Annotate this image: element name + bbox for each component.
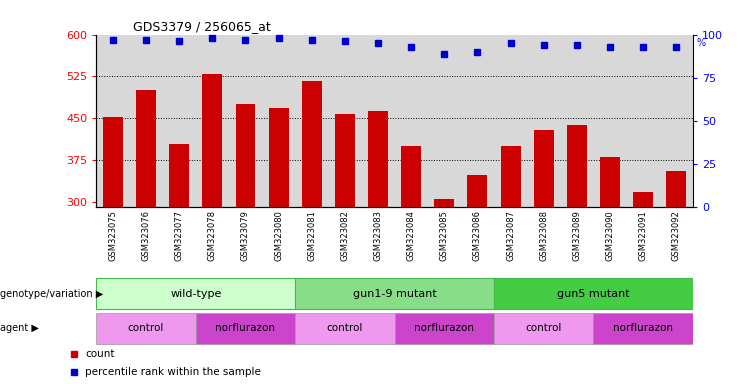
- Bar: [494, 313, 594, 344]
- Text: agent ▶: agent ▶: [0, 323, 39, 333]
- Text: %: %: [697, 38, 705, 48]
- Text: norflurazon: norflurazon: [216, 323, 276, 333]
- Bar: [594, 313, 693, 344]
- Bar: [302, 81, 322, 207]
- Bar: [103, 116, 123, 207]
- Text: norflurazon: norflurazon: [414, 323, 474, 333]
- Bar: [501, 146, 520, 207]
- Bar: [401, 146, 421, 207]
- Bar: [169, 144, 189, 207]
- Bar: [136, 90, 156, 207]
- Bar: [368, 111, 388, 207]
- Bar: [295, 278, 494, 310]
- Bar: [468, 175, 488, 207]
- Bar: [600, 157, 620, 207]
- Text: norflurazon: norflurazon: [613, 323, 673, 333]
- Text: gun5 mutant: gun5 mutant: [557, 289, 630, 299]
- Text: control: control: [327, 323, 363, 333]
- Bar: [96, 278, 295, 310]
- Text: GDS3379 / 256065_at: GDS3379 / 256065_at: [133, 20, 271, 33]
- Bar: [633, 192, 653, 207]
- Text: control: control: [128, 323, 165, 333]
- Text: count: count: [85, 349, 115, 359]
- Bar: [236, 104, 256, 207]
- Bar: [494, 278, 693, 310]
- Bar: [269, 108, 288, 207]
- Text: genotype/variation ▶: genotype/variation ▶: [0, 289, 103, 299]
- Bar: [666, 171, 686, 207]
- Bar: [202, 74, 222, 207]
- Text: gun1-9 mutant: gun1-9 mutant: [353, 289, 436, 299]
- Text: percentile rank within the sample: percentile rank within the sample: [85, 366, 261, 377]
- Bar: [534, 131, 554, 207]
- Bar: [395, 313, 494, 344]
- Bar: [295, 313, 395, 344]
- Bar: [196, 313, 295, 344]
- Bar: [567, 125, 587, 207]
- Bar: [434, 199, 454, 207]
- Text: control: control: [525, 323, 562, 333]
- Bar: [335, 114, 355, 207]
- Bar: [96, 313, 196, 344]
- Text: wild-type: wild-type: [170, 289, 222, 299]
